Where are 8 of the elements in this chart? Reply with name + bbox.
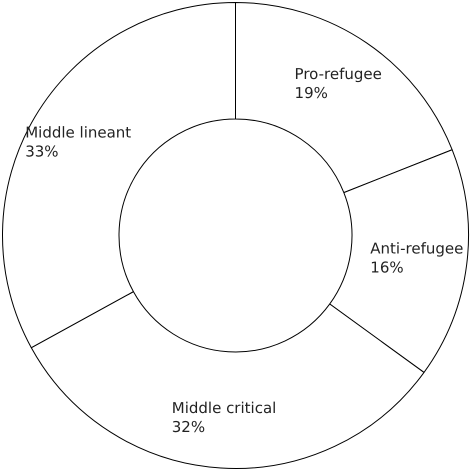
data-label: 19% [294,84,328,102]
slice-label: Pro-refugee [294,65,382,84]
slice-label: Anti-refugee [370,239,464,258]
data-label: 16% [370,258,404,276]
slice-label: Middle critical [172,398,276,417]
slice-label: Middle lineant [25,123,132,142]
data-label: 32% [172,418,206,436]
data-label: 33% [25,142,59,160]
